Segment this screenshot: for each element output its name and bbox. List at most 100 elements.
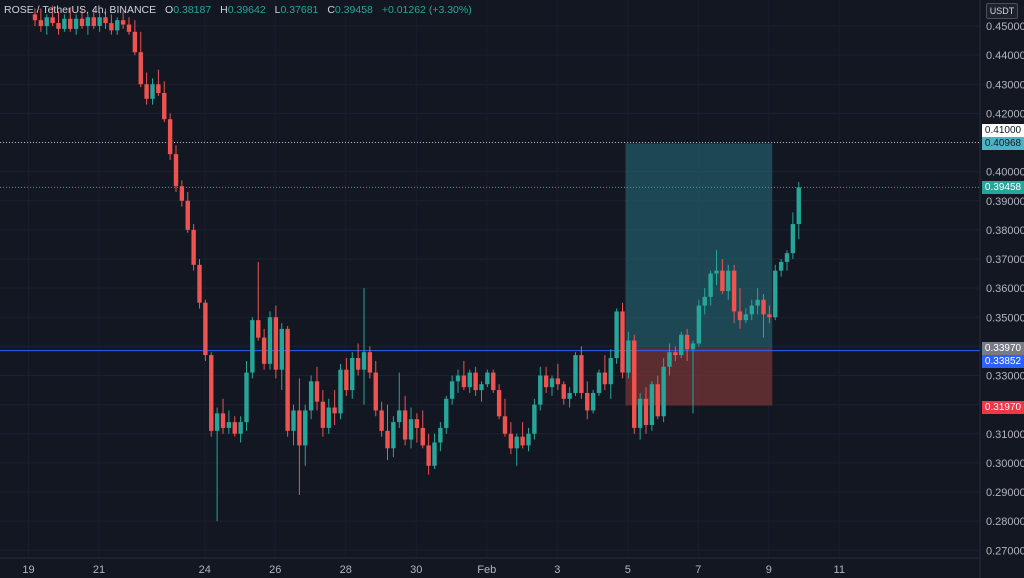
candle-body [38, 20, 44, 26]
candle-down [38, 8, 44, 32]
candle-up [596, 369, 602, 396]
candle-up [637, 392, 643, 440]
candle-up [526, 427, 531, 452]
candle-body [549, 378, 555, 388]
date-tick-label: 30 [410, 564, 422, 576]
candle-down [543, 366, 549, 393]
candle-body [626, 340, 631, 373]
candle-down [426, 433, 431, 475]
candle-up [455, 369, 461, 393]
currency-button[interactable]: USDT [986, 3, 1018, 19]
candle-body [743, 314, 749, 321]
candle-up [308, 375, 314, 420]
candle-body [385, 430, 390, 449]
candle-body [97, 17, 102, 26]
candle-body [120, 20, 126, 25]
candle-body [649, 384, 655, 426]
candle-up [391, 416, 396, 458]
candle-body [614, 311, 619, 359]
candle-up [303, 404, 308, 466]
stop-price-tag: 0.31970 [982, 401, 1024, 414]
candle-up [62, 14, 67, 32]
candle-up [326, 398, 331, 434]
candle-body [561, 384, 566, 399]
candle-body [726, 270, 731, 292]
candle-down [126, 17, 132, 35]
candle-down [232, 416, 237, 437]
candle-down [297, 378, 302, 495]
candle-up [432, 433, 437, 469]
open-label: O [165, 4, 174, 16]
price-tick-label: 0.45000 [986, 21, 1024, 33]
price-tick-label: 0.28000 [986, 516, 1024, 528]
candle-body [714, 270, 719, 274]
candle-up [350, 352, 355, 399]
candle-up [649, 381, 655, 431]
candle-up [679, 331, 684, 359]
date-tick-label: 24 [199, 564, 211, 576]
candle-body [167, 119, 173, 155]
candle-up [238, 416, 243, 443]
candle-down [320, 390, 326, 437]
candle-body [408, 419, 414, 440]
low-label: L [274, 4, 281, 16]
candle-down [156, 69, 161, 96]
candle-body [414, 419, 420, 428]
candle-body [273, 317, 279, 370]
high-value: 0.39642 [227, 4, 266, 16]
candle-down [502, 398, 508, 437]
candle-down [197, 259, 202, 309]
candle-body [185, 200, 190, 230]
candle-body [397, 410, 402, 423]
candle-down [632, 334, 637, 434]
candle-down [179, 180, 185, 207]
entry-price-tag: 0.33970 [982, 342, 1024, 355]
candle-up [726, 264, 731, 300]
candle-up [608, 349, 613, 399]
candle-body [773, 270, 778, 318]
price-tick-label: 0.44000 [986, 50, 1024, 62]
candle-down [314, 366, 320, 411]
candle-body [261, 337, 267, 364]
candle-up [749, 299, 754, 321]
date-tick-label: 19 [22, 564, 34, 576]
candle-body [279, 328, 284, 370]
candle-body [232, 422, 237, 434]
candle-down [767, 305, 772, 324]
candle-body [555, 378, 561, 385]
candle-up [755, 288, 760, 315]
time-axis[interactable]: 19 21 24 26 28 30 Feb 3 5 7 9 11 [22, 564, 845, 576]
candle-up [150, 78, 155, 105]
candle-body [56, 23, 61, 29]
horizontal-lines [0, 142, 980, 352]
candle-down [737, 288, 743, 329]
candle-up [115, 17, 120, 35]
date-tick-label: 28 [340, 564, 352, 576]
candle-down [473, 366, 478, 396]
price-axis[interactable]: 0.450000.440000.430000.420000.410000.400… [986, 21, 1024, 557]
price-tick-label: 0.36000 [986, 283, 1024, 295]
candle-up [408, 407, 414, 449]
candle-body [203, 302, 208, 356]
candle-body [461, 375, 467, 388]
low-value: 0.37681 [280, 4, 319, 16]
candle-body [661, 366, 666, 417]
candle-up [250, 317, 255, 379]
price-tick-label: 0.37000 [986, 254, 1024, 266]
candle-down [162, 81, 167, 123]
candle-down [620, 302, 625, 379]
symbol-title[interactable]: ROSE / TetherUS, 4h, BINANCE [4, 4, 157, 16]
candle-down [643, 387, 649, 434]
candle-body [485, 372, 490, 385]
candle-body [620, 311, 625, 373]
candle-body [308, 381, 314, 411]
candle-body [115, 20, 120, 31]
candle-body [162, 92, 167, 120]
candle-body [373, 372, 378, 411]
candles [32, 5, 801, 522]
candle-body [796, 187, 801, 225]
candle-up [590, 390, 596, 414]
candle-down [79, 8, 85, 29]
support-price-tag: 0.33852 [982, 355, 1024, 368]
